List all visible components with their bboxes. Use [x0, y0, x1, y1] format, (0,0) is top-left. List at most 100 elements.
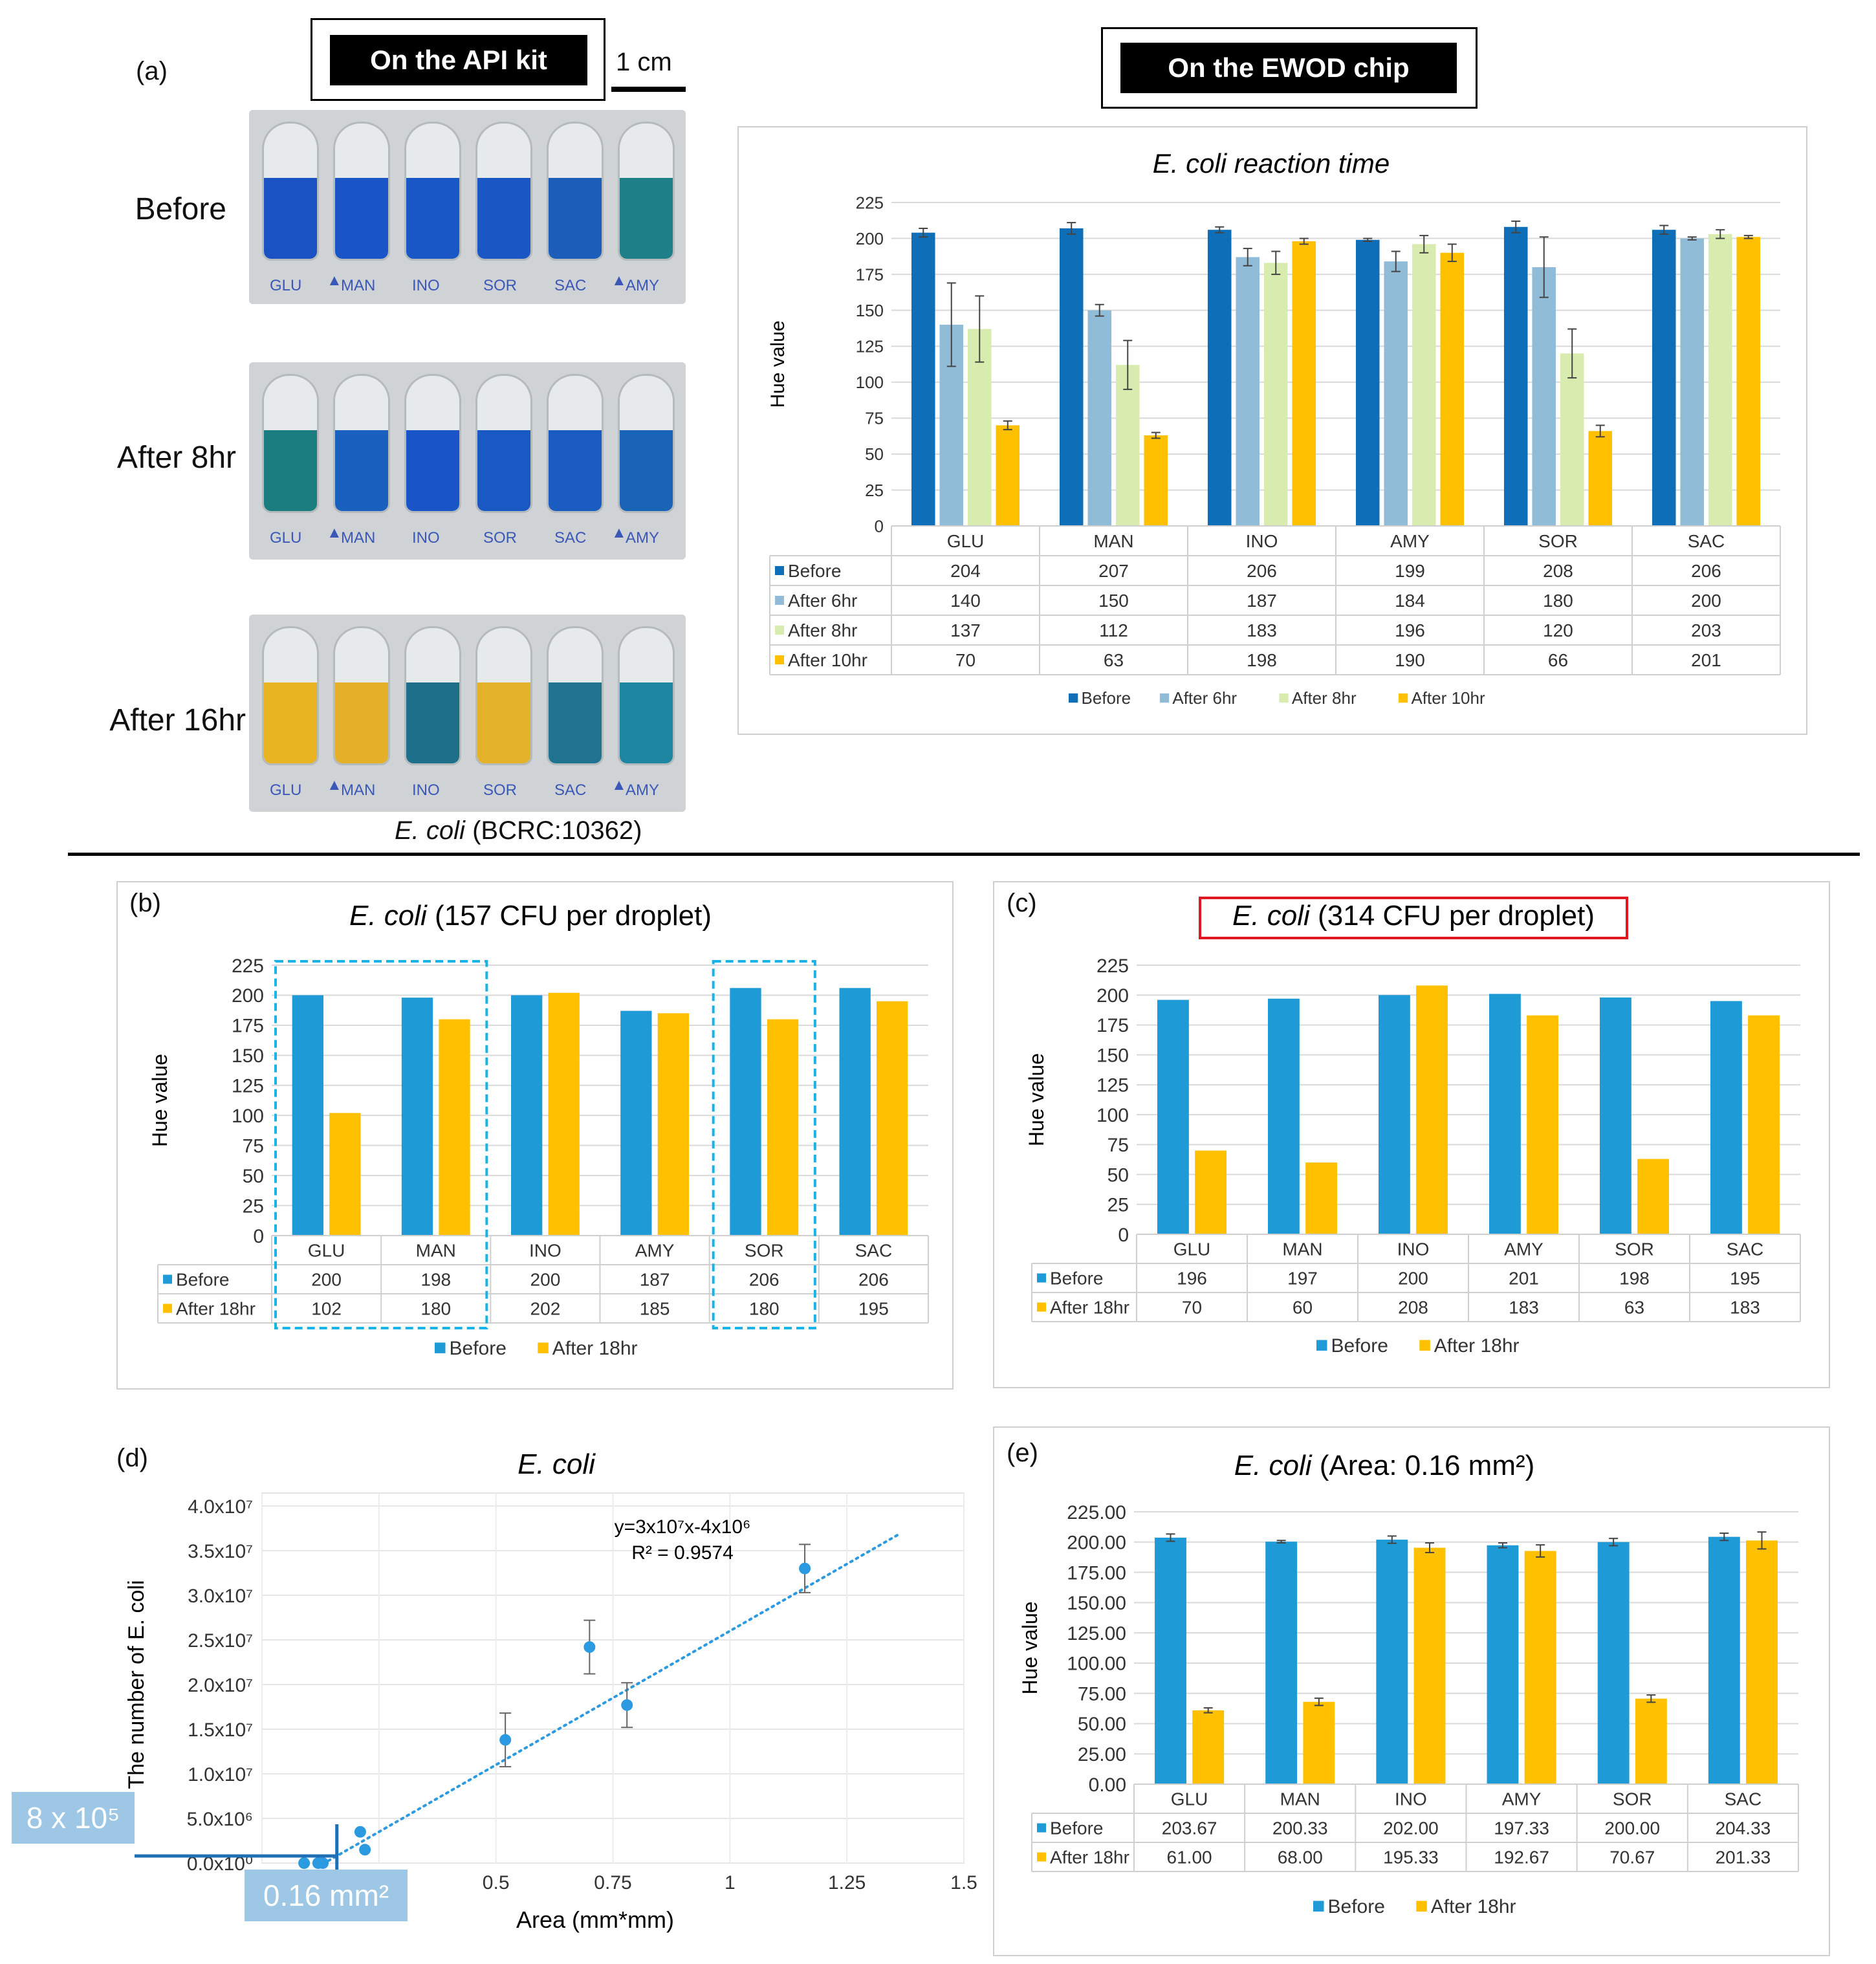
y-tick-label: 175	[232, 1016, 264, 1037]
table-row-label: After 18hr	[1050, 1847, 1129, 1867]
category-label: GLU	[1171, 1789, 1208, 1809]
table-cell: 68.00	[1278, 1847, 1323, 1867]
bar-after-8hr	[1560, 353, 1584, 526]
y-tick-label: 225.00	[1067, 1502, 1126, 1523]
table-cell: 60	[1292, 1297, 1313, 1317]
bar-after-18hr	[1195, 1150, 1227, 1234]
panel-c-letter: (c)	[1007, 889, 1037, 917]
y-tick-label: 175	[1096, 1015, 1129, 1036]
y-tick-label: 50.00	[1078, 1714, 1126, 1735]
api-tube	[262, 374, 319, 513]
bar-after-6hr	[1384, 261, 1408, 526]
bar-before	[1489, 994, 1521, 1234]
tube-liquid	[406, 430, 459, 511]
legend-label: Before	[1331, 1335, 1388, 1357]
tube-label: MAN	[341, 781, 376, 799]
api-kit-title-frame	[311, 18, 605, 101]
table-row-label: After 6hr	[788, 591, 857, 611]
bar-after-6hr	[1087, 310, 1112, 526]
tube-liquid	[477, 682, 530, 763]
category-label: INO	[529, 1240, 562, 1260]
chart-title-species: E. coli	[349, 900, 435, 932]
table-cell: 195	[1730, 1268, 1760, 1288]
triangle-marker-icon: ▲	[327, 776, 342, 794]
tube-liquid	[620, 682, 673, 763]
y-tick-label: 2.5x10⁷	[188, 1630, 253, 1652]
data-point	[359, 1844, 371, 1856]
tube-label: GLU	[270, 529, 302, 547]
tube-liquid	[264, 682, 317, 763]
table-cell: 200	[1691, 591, 1721, 611]
table-cell: 203.67	[1162, 1818, 1217, 1838]
table-cell: 198	[1619, 1268, 1650, 1288]
legend-key	[435, 1342, 446, 1353]
x-tick-label: 1.5	[950, 1872, 977, 1893]
highlight-box	[712, 960, 816, 1329]
bar-after-10hr	[1736, 237, 1761, 526]
trend-equation: y=3x10⁷x-4x10⁶	[615, 1516, 751, 1538]
table-cell: 185	[640, 1298, 670, 1318]
table-row-label: After 18hr	[1050, 1297, 1129, 1317]
title-highlight-box	[1199, 897, 1628, 939]
triangle-marker-icon: ▲	[611, 776, 627, 794]
tube-liquid	[406, 177, 459, 259]
bar-after-18hr	[1635, 1698, 1667, 1784]
bar-after-18hr	[767, 1019, 799, 1236]
api-tube	[404, 626, 461, 765]
legend-label: After 8hr	[1292, 688, 1357, 708]
row-label-before: Before	[135, 192, 226, 226]
data-point	[799, 1562, 811, 1575]
row-label-after-8hr: After 8hr	[116, 441, 236, 475]
bar-after-18hr	[439, 1019, 470, 1236]
bar-before	[1155, 1537, 1186, 1784]
api-tube	[333, 626, 390, 765]
legend-key	[1416, 1901, 1427, 1912]
y-tick-label: 25	[1107, 1195, 1129, 1216]
table-cell: 197.33	[1494, 1818, 1549, 1838]
table-cell: 183	[1247, 620, 1277, 640]
table-cell: 63	[1624, 1297, 1644, 1317]
table-cell: 207	[1098, 561, 1129, 581]
bar-before	[1059, 228, 1084, 526]
y-tick-label: 175.00	[1067, 1562, 1126, 1584]
table-cell: 137	[950, 620, 981, 640]
legend-label: Before	[450, 1338, 507, 1359]
tube-label: SOR	[483, 529, 518, 547]
tube-label: GLU	[270, 277, 302, 294]
legend-label: Before	[1328, 1896, 1385, 1917]
legend-key	[1037, 1823, 1046, 1833]
bar-after-6hr	[1680, 238, 1705, 526]
chart-title: E. coli reaction time	[1153, 148, 1390, 179]
y-tick-label: 75	[243, 1135, 264, 1157]
legend-key	[538, 1342, 549, 1353]
table-cell: 201.33	[1716, 1847, 1771, 1867]
bar-after-18hr	[1746, 1540, 1778, 1784]
tube-liquid	[549, 682, 602, 763]
category-label: SAC	[855, 1240, 893, 1260]
y-tick-label: 3.0x10⁷	[188, 1586, 253, 1607]
tube-label: MAN	[341, 529, 376, 547]
y-tick-label: 50	[243, 1166, 264, 1187]
legend-key	[1419, 1340, 1430, 1351]
table-cell: 200.00	[1604, 1818, 1660, 1838]
table-cell: 120	[1543, 620, 1573, 640]
trend-r2: R² = 0.9574	[631, 1542, 734, 1564]
table-cell: 206	[1247, 561, 1277, 581]
bar-before	[620, 1010, 652, 1236]
legend-key	[775, 566, 784, 575]
tube-label: AMY	[626, 781, 660, 799]
y-tick-label: 150	[856, 301, 884, 320]
bar-after-10hr	[1144, 435, 1168, 526]
y-axis-label: Hue value	[148, 1054, 171, 1147]
table-cell: 150	[1098, 591, 1129, 611]
table-cell: 206	[1691, 561, 1721, 581]
x-tick-label: 0.75	[594, 1872, 631, 1893]
x-tick-label: 1.25	[828, 1872, 866, 1893]
table-cell: 200	[530, 1269, 561, 1289]
category-label: MAN	[1282, 1239, 1322, 1259]
bar-after-18hr	[657, 1013, 689, 1236]
table-cell: 197	[1287, 1268, 1318, 1288]
bar-before	[1207, 230, 1232, 526]
data-point	[621, 1699, 633, 1711]
legend-key	[775, 655, 784, 664]
